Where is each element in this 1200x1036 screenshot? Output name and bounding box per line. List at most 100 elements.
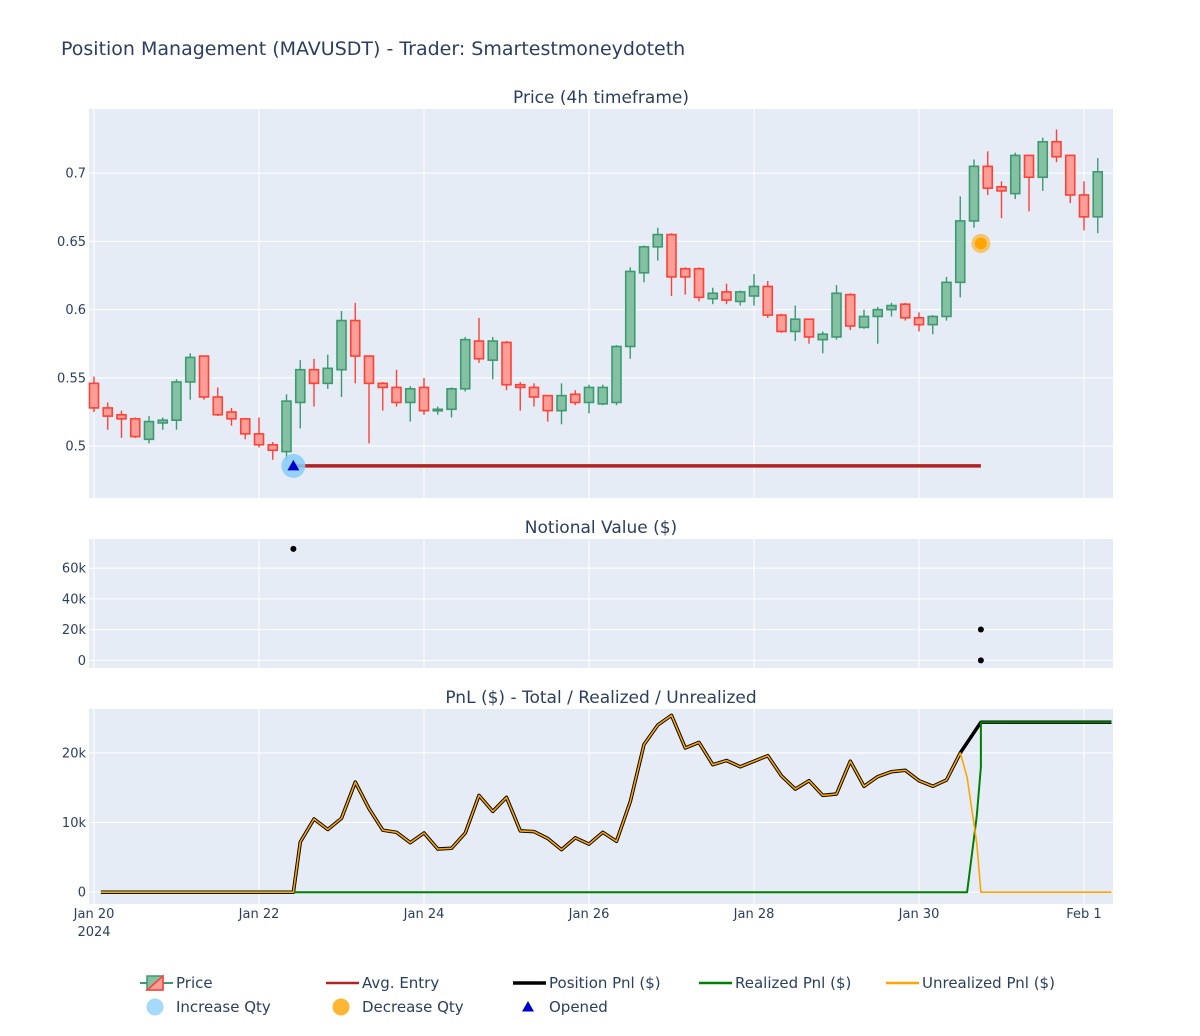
- notional-point: [977, 657, 984, 664]
- legend-item[interactable]: Realized Pnl ($): [699, 974, 851, 992]
- y-tick-label: 20k: [62, 746, 87, 761]
- candle-body: [707, 292, 719, 300]
- legend-item[interactable]: Opened: [522, 998, 608, 1016]
- notional-plot-area: [89, 539, 1113, 668]
- candle-body: [239, 418, 251, 435]
- y-tick-label: 0.5: [65, 440, 86, 455]
- legend[interactable]: Price Avg. Entry Position Pnl ($) Realized …: [140, 974, 1055, 1016]
- candle: [487, 336, 499, 380]
- candle: [102, 402, 114, 430]
- candle-body: [349, 319, 361, 357]
- candle: [693, 267, 705, 302]
- candle-body: [267, 443, 279, 452]
- candle: [377, 381, 389, 411]
- candle: [583, 384, 595, 414]
- y-tick-label: 0: [78, 654, 86, 669]
- candle: [363, 355, 375, 444]
- candle: [473, 317, 485, 363]
- candle: [597, 384, 609, 406]
- candle-body: [171, 381, 182, 421]
- legend-label: Price: [176, 974, 213, 992]
- candle-body: [308, 368, 320, 385]
- legend-item[interactable]: Position Pnl ($): [513, 974, 661, 992]
- x-tick-label: Jan 22: [238, 907, 280, 922]
- candle-body: [583, 386, 595, 404]
- candle-body: [1051, 140, 1062, 158]
- legend-label: Realized Pnl ($): [735, 974, 851, 992]
- candle: [459, 336, 471, 392]
- candle-body: [721, 291, 732, 301]
- candle-body: [88, 382, 100, 409]
- candle: [1037, 137, 1049, 191]
- candle: [652, 227, 664, 261]
- candle-body: [817, 333, 829, 341]
- candle: [1092, 158, 1104, 234]
- candle: [432, 406, 444, 415]
- pnl-plot-area: [89, 709, 1113, 904]
- price-candles: [88, 129, 1104, 460]
- legend-label: Increase Qty: [176, 998, 271, 1016]
- candle: [831, 285, 842, 340]
- candle: [941, 276, 952, 321]
- candle-body: [666, 233, 677, 278]
- realized-pnl-line: [100, 721, 1112, 894]
- candle: [1078, 181, 1090, 231]
- candle: [844, 293, 856, 331]
- legend-item[interactable]: Price: [140, 974, 213, 992]
- price-panel-title: Price (4h timeframe): [513, 88, 689, 108]
- candle: [143, 416, 155, 444]
- pnl-lines: [100, 713, 1112, 894]
- legend-item[interactable]: Unrealized Pnl ($): [886, 974, 1055, 992]
- y-tick-label: 0.55: [57, 371, 86, 386]
- candle: [281, 394, 292, 460]
- candle-body: [184, 356, 196, 383]
- candle: [569, 390, 581, 406]
- candle-body: [996, 186, 1007, 192]
- candle-body: [693, 267, 705, 299]
- candle-body: [281, 400, 292, 453]
- candle-body: [982, 165, 994, 189]
- legend-label: Decrease Qty: [362, 998, 464, 1016]
- decrease-qty-marker: [974, 237, 987, 250]
- candle: [803, 318, 815, 344]
- y-tick-label: 60k: [62, 562, 87, 577]
- candle-body: [143, 420, 155, 441]
- candle: [913, 312, 925, 332]
- candle: [858, 309, 870, 329]
- candle: [638, 245, 650, 283]
- legend-item[interactable]: Increase Qty: [146, 998, 271, 1016]
- opened-marker: [287, 459, 300, 471]
- candle: [899, 302, 911, 321]
- legend-item[interactable]: Avg. Entry: [326, 974, 439, 992]
- candle-body: [473, 340, 485, 360]
- pnl-y-tick-labels: 0 10k 20k: [62, 746, 87, 900]
- candle-body: [638, 246, 650, 274]
- legend-label: Position Pnl ($): [549, 974, 661, 992]
- pnl-vertical-grid: [93, 709, 1085, 904]
- candle: [762, 280, 774, 318]
- x-tick-label: Jan 20: [73, 907, 115, 922]
- candle-body: [198, 355, 210, 398]
- candle-body: [446, 388, 457, 411]
- candle-body: [872, 308, 884, 318]
- candle: [886, 302, 897, 317]
- candle: [226, 407, 237, 426]
- candle-body: [734, 291, 746, 303]
- price-overlay: [281, 233, 991, 478]
- candle: [1051, 129, 1062, 163]
- candle-body: [927, 315, 939, 326]
- candle: [184, 353, 196, 400]
- notional-y-tick-labels: 0 20k 40k 60k: [62, 562, 87, 669]
- candle: [611, 345, 622, 406]
- candle-body: [542, 394, 554, 412]
- candle: [666, 233, 677, 296]
- candle: [322, 354, 334, 389]
- candle: [336, 311, 347, 397]
- candle: [446, 387, 457, 418]
- y-tick-label: 0.65: [57, 235, 86, 250]
- pnl-panel-title: PnL ($) - Total / Realized / Unrealized: [445, 688, 756, 708]
- candle: [679, 267, 691, 295]
- candle-body: [157, 419, 169, 424]
- candle: [294, 360, 306, 429]
- legend-item[interactable]: Decrease Qty: [332, 998, 464, 1016]
